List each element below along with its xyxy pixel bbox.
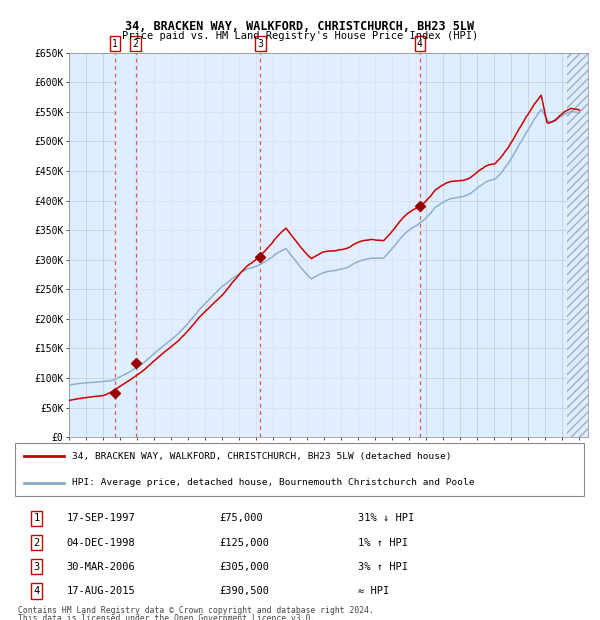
Text: £75,000: £75,000 — [220, 513, 263, 523]
Text: 3: 3 — [257, 39, 263, 49]
Text: 4: 4 — [417, 39, 423, 49]
Bar — [115, 53, 136, 437]
Text: HPI: Average price, detached house, Bournemouth Christchurch and Poole: HPI: Average price, detached house, Bour… — [73, 478, 475, 487]
Text: 34, BRACKEN WAY, WALKFORD, CHRISTCHURCH, BH23 5LW: 34, BRACKEN WAY, WALKFORD, CHRISTCHURCH,… — [125, 20, 475, 33]
Text: 2: 2 — [34, 538, 40, 547]
Text: 31% ↓ HPI: 31% ↓ HPI — [358, 513, 414, 523]
Bar — [136, 53, 260, 437]
FancyBboxPatch shape — [15, 443, 584, 496]
Text: £125,000: £125,000 — [220, 538, 269, 547]
Text: 17-SEP-1997: 17-SEP-1997 — [67, 513, 136, 523]
Text: 1: 1 — [34, 513, 40, 523]
Text: £305,000: £305,000 — [220, 562, 269, 572]
Bar — [567, 53, 588, 437]
Text: This data is licensed under the Open Government Licence v3.0.: This data is licensed under the Open Gov… — [18, 614, 315, 620]
Text: 30-MAR-2006: 30-MAR-2006 — [67, 562, 136, 572]
Text: 4: 4 — [34, 586, 40, 596]
Text: 1: 1 — [112, 39, 118, 49]
Text: 34, BRACKEN WAY, WALKFORD, CHRISTCHURCH, BH23 5LW (detached house): 34, BRACKEN WAY, WALKFORD, CHRISTCHURCH,… — [73, 451, 452, 461]
Text: 3% ↑ HPI: 3% ↑ HPI — [358, 562, 407, 572]
Text: 2: 2 — [133, 39, 139, 49]
Text: 1% ↑ HPI: 1% ↑ HPI — [358, 538, 407, 547]
Text: 17-AUG-2015: 17-AUG-2015 — [67, 586, 136, 596]
Bar — [260, 53, 420, 437]
Text: 3: 3 — [34, 562, 40, 572]
Text: 04-DEC-1998: 04-DEC-1998 — [67, 538, 136, 547]
Text: ≈ HPI: ≈ HPI — [358, 586, 389, 596]
Text: Contains HM Land Registry data © Crown copyright and database right 2024.: Contains HM Land Registry data © Crown c… — [18, 606, 374, 615]
Text: Price paid vs. HM Land Registry's House Price Index (HPI): Price paid vs. HM Land Registry's House … — [122, 31, 478, 41]
Text: £390,500: £390,500 — [220, 586, 269, 596]
